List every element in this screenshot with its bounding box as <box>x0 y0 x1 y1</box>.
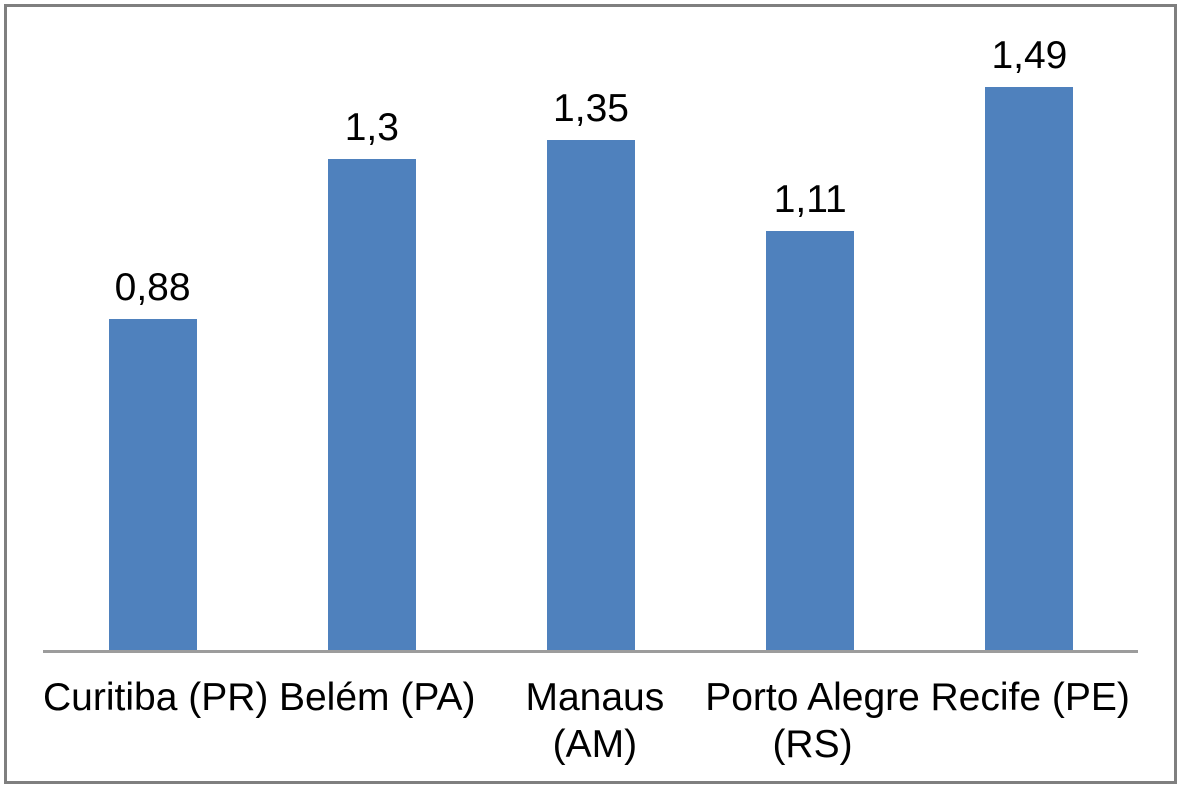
bar-value-label: 0,88 <box>114 266 191 309</box>
category-label-line: Manaus <box>525 676 665 719</box>
category-label: Curitiba (PR) <box>43 674 268 768</box>
bar-value-label: 1,49 <box>991 34 1068 77</box>
bar-group: 0,88 <box>43 265 262 653</box>
bar <box>766 231 855 653</box>
category-label-line: (AM) <box>552 723 638 766</box>
category-label-line: (RS) <box>772 723 853 766</box>
bar <box>547 140 635 653</box>
category-label-line: Curitiba (PR) <box>43 676 269 719</box>
bar-group: 1,35 <box>481 86 700 653</box>
category-label-line: Recife (PE) <box>930 676 1130 719</box>
bar-chart-plot-area: 0,88 1,3 1,35 1,11 1,49 <box>43 33 1139 653</box>
x-axis-line <box>43 650 1138 653</box>
category-label: Belém (PA) <box>268 674 486 768</box>
bar-group: 1,49 <box>920 33 1139 653</box>
category-label-line: Porto Alegre <box>705 676 920 719</box>
category-label: Manaus (AM) <box>486 674 704 768</box>
bar-value-label: 1,3 <box>344 106 399 149</box>
bar-group: 1,11 <box>701 177 920 653</box>
bar <box>108 319 197 653</box>
bar <box>985 87 1074 653</box>
bar-group: 1,3 <box>262 105 481 653</box>
bar-value-label: 1,11 <box>773 178 847 221</box>
x-axis-category-labels: Curitiba (PR) Belém (PA) Manaus (AM) Porto A… <box>43 674 1139 768</box>
category-label: Recife (PE) <box>921 674 1139 768</box>
category-label-line: Belém (PA) <box>278 676 476 719</box>
category-label: Porto Alegre (RS) <box>704 674 922 768</box>
bar-value-label: 1,35 <box>553 87 629 130</box>
bar <box>327 159 416 653</box>
